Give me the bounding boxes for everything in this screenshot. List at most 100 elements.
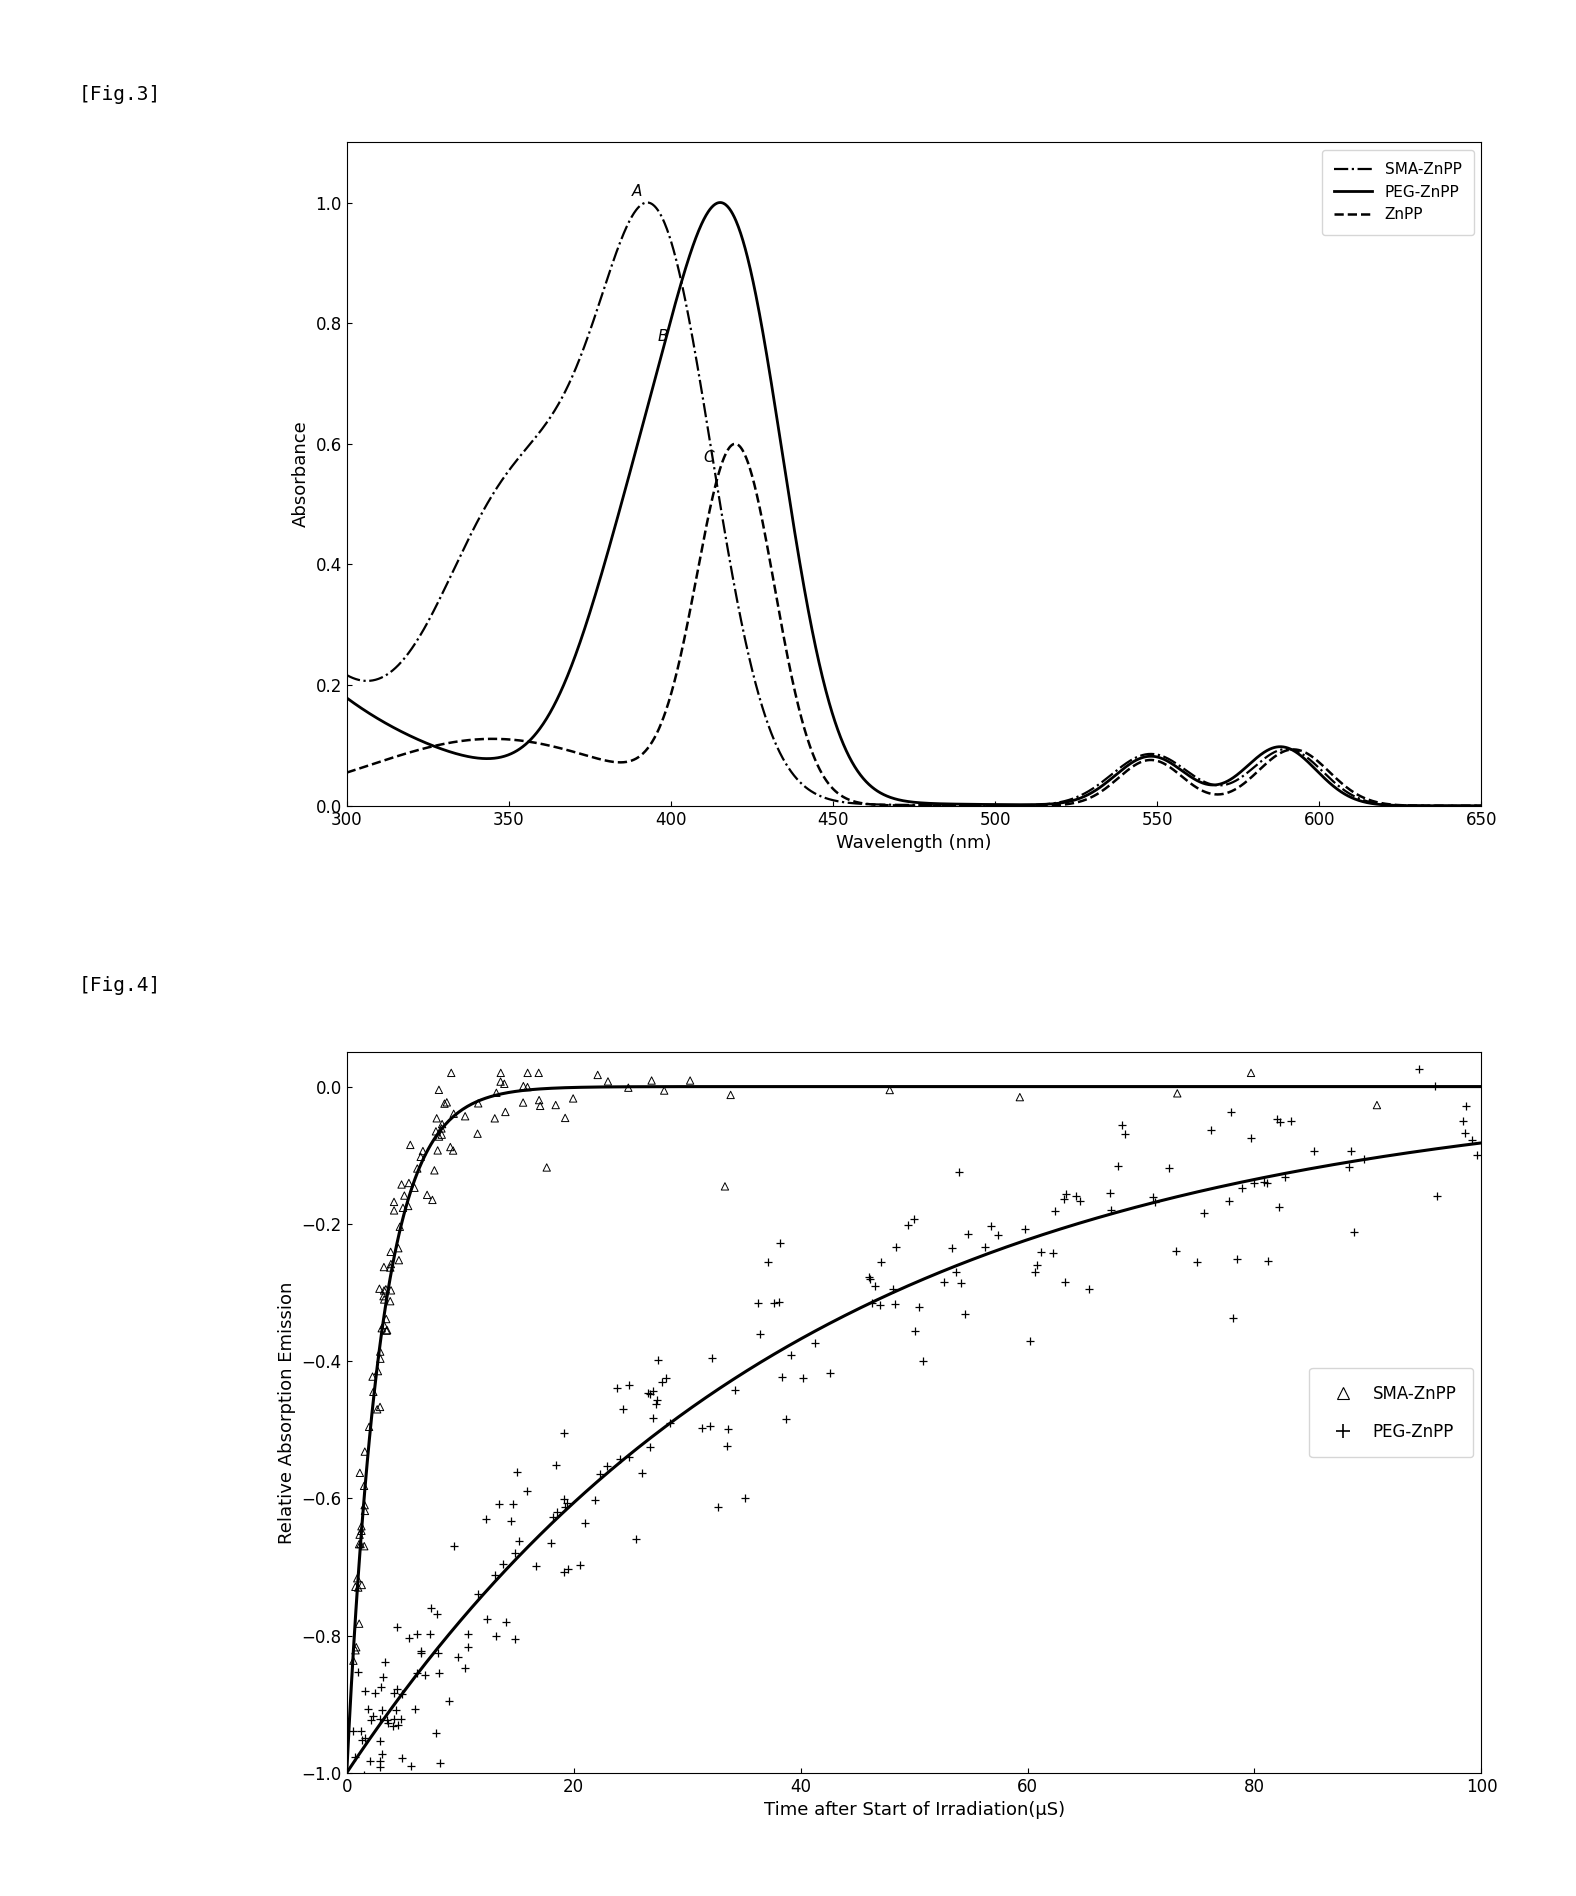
PEG-ZnPP — [350, 1792, 375, 1822]
PEG-ZnPP — [818, 1358, 843, 1388]
PEG-ZnPP — [574, 1507, 599, 1538]
SMA-ZnPP — [878, 1075, 903, 1105]
SMA-ZnPP — [378, 1285, 403, 1316]
SMA-ZnPP — [515, 1058, 541, 1088]
PEG-ZnPP — [649, 1367, 675, 1397]
PEG-ZnPP — [413, 1659, 438, 1689]
PEG-ZnPP — [385, 1710, 410, 1741]
SMA-ZnPP — [408, 1141, 433, 1172]
PEG-ZnPP — [867, 1291, 892, 1322]
PEG-ZnPP — [408, 1638, 433, 1668]
PEG-ZnPP — [482, 1560, 507, 1591]
SMA-ZnPP — [1472, 794, 1491, 817]
PEG-ZnPP — [588, 1458, 613, 1488]
PEG-ZnPP — [544, 1496, 569, 1526]
SMA-ZnPP — [372, 1310, 397, 1340]
SMA-ZnPP — [1007, 1083, 1032, 1113]
PEG-ZnPP — [1267, 1193, 1292, 1223]
PEG-ZnPP — [353, 1788, 378, 1818]
PEG-ZnPP — [523, 1551, 548, 1581]
SMA-ZnPP — [345, 1572, 370, 1602]
PEG-ZnPP — [635, 1378, 660, 1409]
PEG-ZnPP — [901, 1204, 927, 1234]
Text: [Fig.3]: [Fig.3] — [79, 85, 161, 104]
SMA-ZnPP — [348, 1528, 374, 1559]
PEG-ZnPP — [1472, 794, 1491, 817]
PEG-ZnPP — [370, 1661, 396, 1691]
PEG-ZnPP — [1231, 760, 1250, 783]
PEG-ZnPP — [1053, 1179, 1078, 1210]
SMA-ZnPP — [1365, 1090, 1390, 1121]
PEG-ZnPP — [1338, 1136, 1363, 1166]
PEG-ZnPP — [399, 1752, 424, 1782]
PEG-ZnPP — [374, 1705, 399, 1735]
PEG-ZnPP — [377, 1780, 402, 1811]
PEG-ZnPP — [345, 1657, 370, 1687]
SMA-ZnPP — [482, 1103, 507, 1134]
PEG-ZnPP — [883, 1231, 908, 1261]
SMA-ZnPP — [392, 1181, 418, 1212]
Line: SMA-ZnPP: SMA-ZnPP — [347, 203, 1481, 806]
PEG-ZnPP — [657, 1407, 682, 1437]
PEG-ZnPP — [1451, 1105, 1477, 1136]
PEG-ZnPP — [640, 1403, 665, 1433]
SMA-ZnPP — [337, 664, 356, 686]
PEG-ZnPP — [370, 1739, 396, 1769]
PEG-ZnPP — [946, 1157, 971, 1187]
SMA-ZnPP — [515, 1071, 541, 1102]
SMA-ZnPP — [378, 1236, 403, 1267]
SMA-ZnPP — [386, 1246, 411, 1276]
SMA-ZnPP — [340, 1646, 366, 1676]
SMA-ZnPP — [342, 1572, 367, 1602]
SMA-ZnPP — [396, 1191, 421, 1221]
SMA-ZnPP — [356, 1413, 381, 1443]
PEG-ZnPP — [1029, 1236, 1054, 1267]
PEG-ZnPP — [1422, 1071, 1447, 1102]
PEG-ZnPP — [437, 1686, 462, 1716]
PEG-ZnPP — [714, 1431, 739, 1462]
SMA-ZnPP — [651, 1075, 676, 1105]
PEG-ZnPP — [689, 1413, 714, 1443]
SMA-ZnPP — [351, 1437, 377, 1468]
PEG-ZnPP — [553, 1492, 578, 1522]
PEG-ZnPP — [397, 1623, 422, 1653]
Text: B: B — [657, 330, 668, 345]
PEG-ZnPP — [567, 1549, 593, 1579]
SMA-ZnPP — [616, 1073, 641, 1103]
PEG-ZnPP — [369, 1672, 394, 1703]
SMA-ZnPP — [678, 1066, 703, 1096]
SMA-ZnPP — [432, 1088, 457, 1119]
PEG-ZnPP — [1264, 1103, 1289, 1134]
PEG-ZnPP — [931, 1267, 957, 1297]
SMA-ZnPP — [526, 1058, 552, 1088]
PEG-ZnPP — [1221, 1303, 1247, 1333]
SMA-ZnPP — [430, 1109, 455, 1139]
PEG-ZnPP — [1278, 1105, 1303, 1136]
PEG-ZnPP — [711, 191, 730, 214]
PEG-ZnPP — [1040, 1238, 1065, 1268]
Legend: SMA-ZnPP, PEG-ZnPP: SMA-ZnPP, PEG-ZnPP — [1310, 1367, 1474, 1458]
PEG-ZnPP — [424, 1598, 449, 1629]
SMA-ZnPP — [367, 1344, 392, 1375]
PEG-ZnPP — [544, 1450, 569, 1481]
SMA-ZnPP — [712, 1172, 738, 1202]
SMA-ZnPP — [374, 1304, 399, 1335]
PEG-ZnPP — [761, 1287, 786, 1318]
PEG-ZnPP — [879, 1274, 905, 1304]
SMA-ZnPP — [553, 1103, 578, 1134]
SMA-ZnPP — [364, 1394, 389, 1424]
PEG-ZnPP — [856, 1261, 881, 1291]
PEG-ZnPP — [1012, 1213, 1037, 1244]
PEG-ZnPP — [1439, 794, 1458, 817]
SMA-ZnPP — [438, 1132, 463, 1162]
PEG-ZnPP — [385, 1612, 410, 1642]
PEG-ZnPP — [552, 1418, 577, 1449]
PEG-ZnPP — [895, 1210, 920, 1240]
SMA-ZnPP — [489, 1066, 514, 1096]
PEG-ZnPP — [949, 1268, 974, 1299]
SMA-ZnPP — [438, 1058, 463, 1088]
PEG-ZnPP — [465, 1579, 490, 1610]
SMA-ZnPP — [1239, 1058, 1264, 1088]
Text: [Fig.4]: [Fig.4] — [79, 976, 161, 995]
PEG-ZnPP — [345, 1786, 370, 1816]
